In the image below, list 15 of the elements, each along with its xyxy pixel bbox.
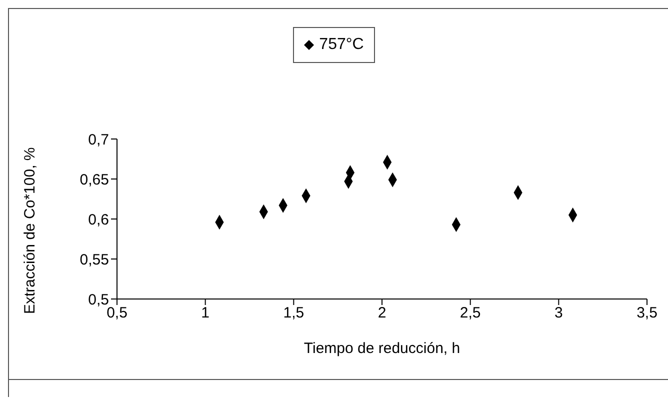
x-tick-label: 3 (554, 304, 563, 322)
y-tick-label: 0,5 (88, 291, 109, 308)
x-axis-title: Tiempo de reducción, h (304, 340, 460, 357)
y-tick-label: 0,7 (88, 131, 109, 148)
y-tick-label: 0,55 (80, 251, 109, 268)
x-tick-label: 2,5 (460, 304, 481, 322)
x-tick-label: 1,5 (283, 304, 304, 322)
x-tick-label: 3,5 (636, 304, 658, 322)
y-tick-label: 0,65 (80, 171, 109, 188)
legend-label: 757°C (318, 36, 364, 54)
x-tick-label: 2 (378, 304, 386, 322)
y-axis-title: Extracción de Co*100, % (21, 147, 38, 314)
x-tick-label: 1 (201, 304, 210, 322)
y-tick-label: 0,6 (88, 211, 109, 228)
x-tick-label: 0,5 (106, 304, 128, 322)
